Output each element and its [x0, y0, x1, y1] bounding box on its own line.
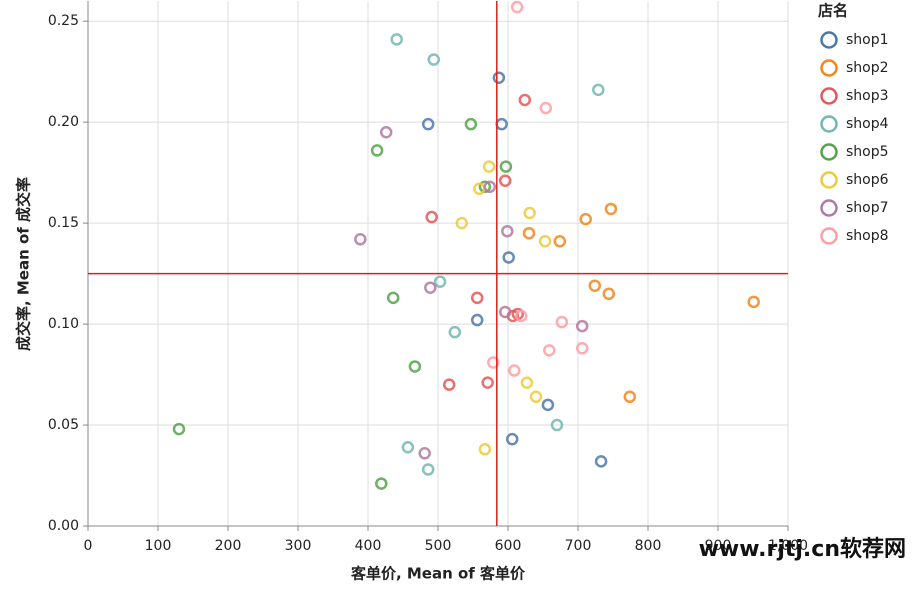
point — [510, 0, 524, 14]
y-tick-label: 0.00 — [48, 518, 79, 534]
y-tick-label: 0.10 — [48, 316, 79, 332]
point — [470, 291, 484, 305]
point — [495, 117, 508, 131]
point — [487, 356, 500, 369]
point — [553, 235, 567, 248]
x-tick-label: 500 — [425, 538, 452, 554]
point — [498, 174, 512, 187]
legend-symbol — [820, 87, 838, 105]
point — [483, 180, 497, 194]
point — [539, 101, 553, 115]
point — [442, 378, 456, 391]
legend-label: shop3 — [846, 88, 889, 104]
y-tick-label: 0.15 — [48, 215, 79, 231]
x-tick-label: 1,000 — [768, 538, 808, 554]
x-axis-title: 客单价, Mean of 客单价 — [350, 565, 526, 583]
legend-label: shop7 — [846, 200, 889, 216]
point — [482, 160, 496, 173]
point — [421, 117, 435, 131]
point — [523, 206, 536, 220]
point — [505, 432, 519, 446]
legend-label: shop1 — [846, 32, 889, 48]
point — [172, 422, 186, 436]
y-tick-label: 0.25 — [48, 13, 79, 29]
point — [425, 210, 438, 224]
legend-symbol — [820, 31, 838, 49]
point — [408, 360, 422, 373]
x-tick-label: 400 — [355, 538, 382, 554]
legend-label: shop8 — [846, 228, 889, 244]
point — [522, 226, 536, 240]
point — [492, 71, 506, 84]
point — [543, 344, 556, 357]
x-tick-label: 800 — [635, 538, 662, 554]
point — [594, 455, 608, 468]
point — [623, 390, 637, 404]
point — [386, 291, 400, 305]
point — [541, 398, 555, 412]
point — [602, 287, 616, 301]
point — [498, 305, 512, 319]
point — [433, 275, 447, 288]
legend-label: shop4 — [846, 116, 889, 132]
legend-symbol — [820, 143, 838, 161]
watermark: www.rjtj.cn软荐网 — [699, 536, 906, 562]
point — [550, 418, 564, 432]
x-tick-label: 700 — [565, 538, 592, 554]
x-tick-label: 900 — [705, 538, 732, 554]
point — [555, 315, 569, 329]
legend-symbol — [820, 199, 838, 217]
point — [354, 233, 367, 246]
point — [401, 441, 415, 454]
point — [470, 313, 484, 327]
point — [375, 477, 388, 490]
point — [508, 364, 521, 377]
point — [502, 251, 515, 264]
legend-symbol — [820, 59, 838, 77]
point — [427, 53, 441, 66]
point — [501, 224, 514, 238]
point — [520, 376, 534, 389]
point — [518, 93, 532, 107]
point — [478, 443, 492, 456]
point — [604, 202, 618, 216]
y-tick-label: 0.20 — [48, 114, 79, 130]
point — [575, 342, 589, 355]
y-tick-label: 0.05 — [48, 417, 79, 433]
point — [592, 83, 605, 97]
point — [418, 447, 431, 460]
point — [499, 160, 513, 173]
point — [448, 325, 462, 339]
point — [575, 319, 589, 333]
x-tick-label: 200 — [215, 538, 242, 554]
y-axis-title: 成交率, Mean of 成交率 — [15, 177, 33, 351]
legend-label: shop6 — [846, 172, 889, 188]
point — [455, 216, 469, 230]
point — [747, 295, 760, 309]
point — [579, 212, 592, 226]
point — [538, 235, 552, 248]
point — [478, 180, 492, 194]
point — [464, 117, 478, 131]
legend-symbol — [820, 115, 838, 133]
legend-label: shop2 — [846, 60, 889, 76]
point — [515, 309, 528, 323]
legend-symbol — [820, 227, 838, 245]
x-tick-label: 600 — [495, 538, 522, 554]
legend-label: shop5 — [846, 144, 889, 160]
point — [421, 463, 435, 476]
point — [588, 279, 602, 292]
legend-title: 店名 — [818, 2, 848, 20]
point — [390, 33, 403, 46]
x-tick-label: 300 — [285, 538, 312, 554]
point — [370, 144, 384, 157]
x-tick-label: 100 — [145, 538, 172, 554]
legend-symbol — [820, 171, 838, 189]
x-tick-label: 0 — [84, 538, 93, 554]
point — [424, 281, 437, 294]
point — [379, 126, 393, 139]
point — [481, 376, 494, 389]
point — [529, 390, 543, 404]
